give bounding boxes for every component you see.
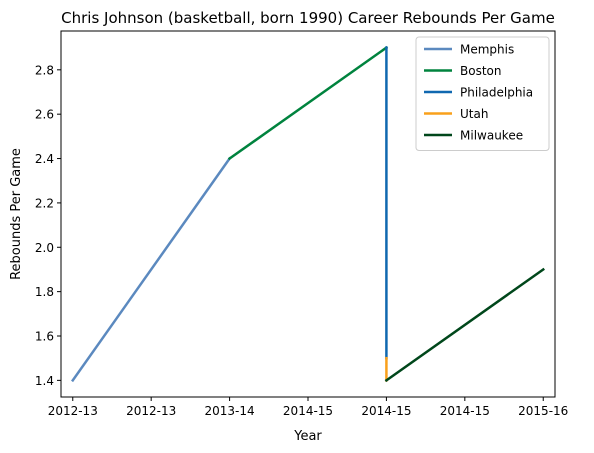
x-axis-label: Year xyxy=(293,429,322,444)
y-tick-label: 2.4 xyxy=(35,152,54,166)
y-tick-label: 1.8 xyxy=(35,285,54,299)
y-axis: 1.4 1.6 1.8 2.0 2.2 2.4 2.6 2.8 xyxy=(35,63,61,388)
x-tick-label: 2012-13 xyxy=(48,404,98,418)
y-tick-label: 2.6 xyxy=(35,108,54,122)
x-tick-label: 2014-15 xyxy=(440,404,490,418)
y-tick-label: 1.4 xyxy=(35,374,54,388)
legend-box xyxy=(415,36,550,151)
y-axis-label: Rebounds Per Game xyxy=(9,148,24,280)
x-tick-label: 2012-13 xyxy=(126,404,176,418)
legend: Memphis Boston Philadelphia Utah Milwaukee xyxy=(415,36,550,151)
legend-label: Utah xyxy=(460,107,488,121)
series-line-boston xyxy=(227,45,389,161)
y-tick-label: 2.0 xyxy=(35,241,54,255)
y-tick-label: 1.6 xyxy=(35,330,54,344)
plot-lines xyxy=(71,45,545,383)
chart-title: Chris Johnson (basketball, born 1990) Ca… xyxy=(61,9,555,27)
legend-label: Memphis xyxy=(460,43,514,57)
legend-label: Boston xyxy=(460,64,501,78)
x-tick-label: 2014-15 xyxy=(361,404,411,418)
legend-label: Milwaukee xyxy=(460,129,523,143)
x-tick-label: 2015-16 xyxy=(518,404,568,418)
series-line-memphis xyxy=(71,156,232,383)
series-line-milwaukee xyxy=(384,267,545,383)
x-axis: 2012-13 2012-13 2013-14 2014-15 2014-15 2014-… xyxy=(48,397,568,418)
legend-label: Philadelphia xyxy=(460,86,533,100)
x-tick-label: 2014-15 xyxy=(283,404,333,418)
y-tick-label: 2.8 xyxy=(35,63,54,77)
x-tick-label: 2013-14 xyxy=(205,404,255,418)
y-tick-label: 2.2 xyxy=(35,196,54,210)
